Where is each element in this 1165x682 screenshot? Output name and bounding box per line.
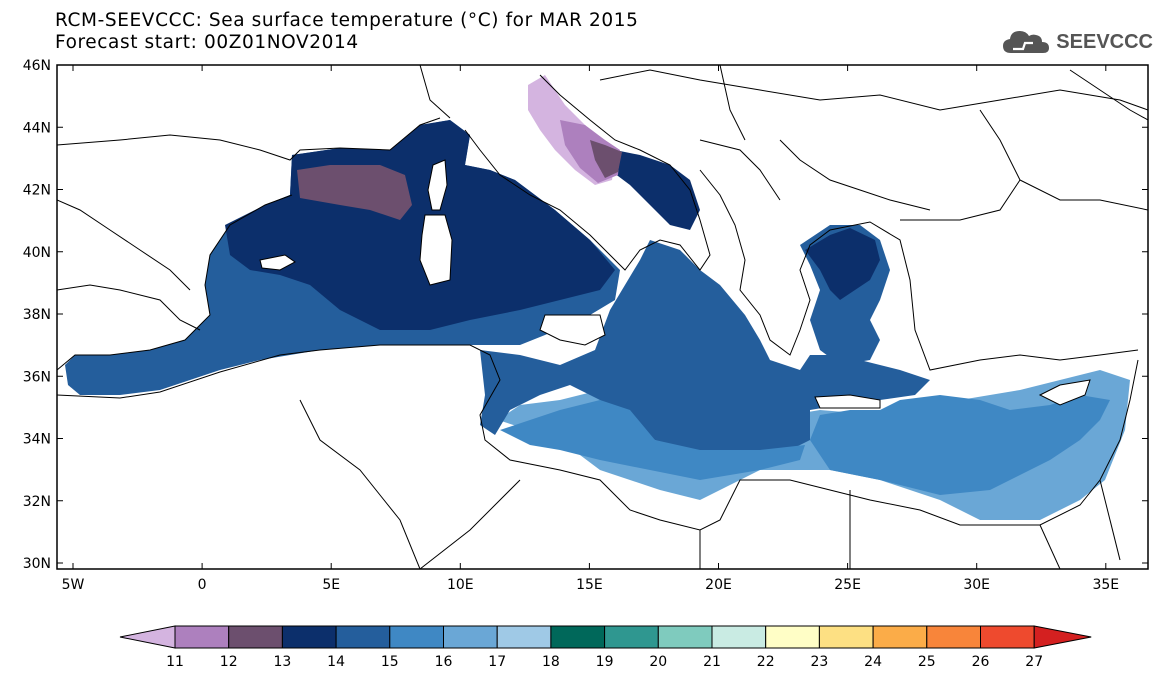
colorbar-label: 14 (327, 654, 345, 670)
colorbar-label: 24 (864, 654, 882, 670)
colorbar-max-arrow (1033, 625, 1092, 649)
colorbar-label: 18 (542, 654, 560, 670)
colorbar-segment (281, 625, 337, 649)
colorbar-label: 22 (757, 654, 775, 670)
colorbar-segment (765, 625, 820, 649)
logo-text: SEEVCCC (1056, 30, 1153, 53)
island-cyprus (1038, 379, 1091, 406)
island-crete (814, 394, 881, 409)
lon-tick-label: 0 (198, 577, 207, 593)
lat-tick-label: 34N (23, 432, 51, 448)
longitude-axis: 5W 0 5E 10E 15E 20E 25E 30E 35E (62, 65, 1119, 593)
sst-band-14-aegean (805, 228, 880, 300)
title-line-1: RCM-SEEVCCC: Sea surface temperature (°C… (55, 10, 639, 31)
colorbar-segment (389, 625, 444, 649)
colorbar-label: 19 (596, 654, 614, 670)
lon-tick-label: 20E (705, 577, 732, 593)
lat-tick-label: 44N (23, 120, 51, 136)
colorbar-label: 12 (220, 654, 238, 670)
colorbar-segment (711, 625, 767, 649)
colorbar-segment (926, 625, 981, 649)
coastlines (57, 65, 1148, 569)
latitude-axis: 30N 32N 34N 36N 38N 40N 42N 44N 46N (23, 58, 1148, 572)
colorbar-label: 11 (166, 654, 184, 670)
lon-tick-label: 15E (576, 577, 603, 593)
colorbar-label: 27 (1025, 654, 1043, 670)
colorbar-label: 15 (381, 654, 399, 670)
colorbar-segment (335, 625, 391, 649)
lon-tick-label: 5E (322, 577, 340, 593)
colorbar-segment (550, 625, 606, 649)
island-sicily (539, 314, 606, 346)
sst-band-14-adriatic (610, 150, 700, 230)
lon-tick-label: 30E (963, 577, 990, 593)
colorbar-label: 20 (649, 654, 667, 670)
map-title: RCM-SEEVCCC: Sea surface temperature (°C… (55, 10, 639, 54)
lat-tick-label: 40N (23, 245, 51, 261)
colorbar-label: 23 (810, 654, 828, 670)
colorbar-label: 16 (435, 654, 453, 670)
sst-band-13-adriatic (590, 140, 622, 178)
colorbar-segment (496, 625, 552, 649)
colorbar-label: 25 (918, 654, 936, 670)
colorbar-label: 17 (488, 654, 506, 670)
lat-tick-label: 32N (23, 494, 51, 510)
lon-tick-label: 5W (62, 577, 85, 593)
sst-field (57, 65, 1148, 569)
colorbar-segment (228, 625, 283, 649)
sst-band-16-levantine (810, 395, 1110, 495)
colorbar-segment (818, 625, 874, 649)
lat-tick-label: 38N (23, 307, 51, 323)
island-balearic (259, 254, 296, 271)
colorbar-label: 26 (972, 654, 990, 670)
lat-tick-label: 36N (23, 369, 51, 385)
title-line-2: Forecast start: 00Z01NOV2014 (55, 32, 359, 53)
lon-tick-label: 10E (447, 577, 474, 593)
lat-tick-label: 42N (23, 183, 51, 199)
colorbar-label: 21 (703, 654, 721, 670)
seevccc-logo: SEEVCCC (1001, 24, 1153, 60)
colorbar-labels: 11 12 13 14 15 16 17 18 19 20 21 22 23 24 25 26 27 (166, 654, 1043, 670)
colorbar-segment (604, 625, 659, 649)
lat-tick-label: 30N (23, 556, 51, 572)
island-sardinia (419, 214, 453, 286)
sst-band-13 (297, 165, 412, 220)
plot-frame (56, 64, 1149, 570)
colorbar-segment (872, 625, 928, 649)
colorbar-segment (174, 625, 230, 649)
colorbar-segment (980, 625, 1035, 649)
island-corsica (427, 159, 448, 211)
colorbar-min-arrow (119, 625, 176, 649)
lat-tick-label: 46N (23, 58, 51, 74)
colorbar-label: 13 (273, 654, 291, 670)
colorbar (119, 625, 1092, 649)
sst-band-16-ionian (500, 400, 805, 480)
lon-tick-label: 35E (1092, 577, 1119, 593)
colorbar-segment (657, 625, 713, 649)
cloud-icon (1003, 31, 1050, 53)
lon-tick-label: 25E (834, 577, 861, 593)
colorbar-segment (443, 625, 498, 649)
